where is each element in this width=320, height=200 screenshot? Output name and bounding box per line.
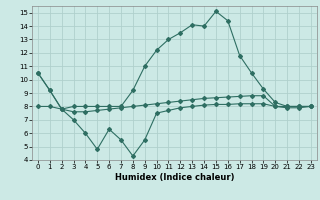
X-axis label: Humidex (Indice chaleur): Humidex (Indice chaleur) — [115, 173, 234, 182]
